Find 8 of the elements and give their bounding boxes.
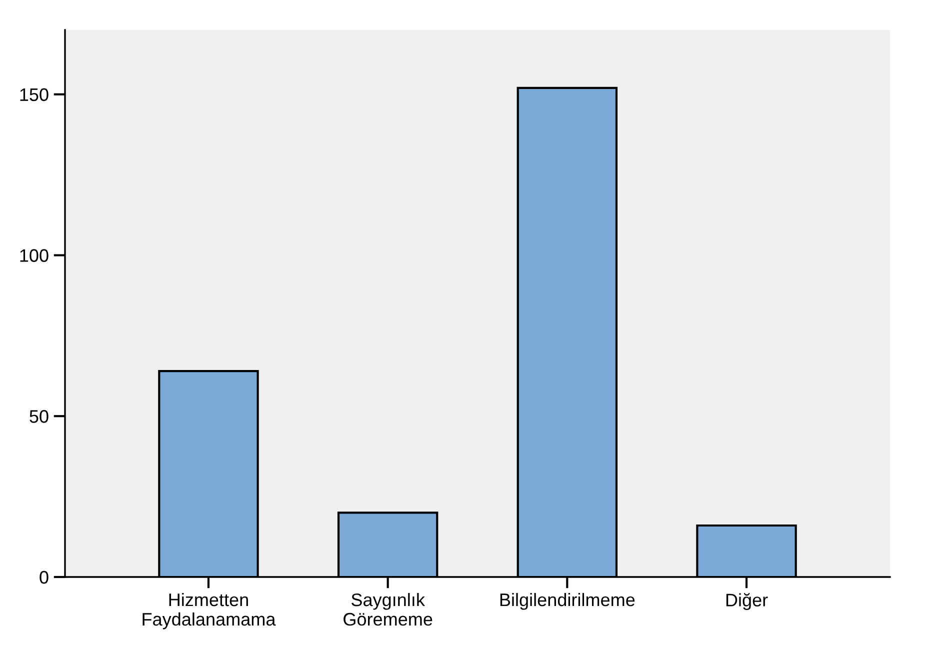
y-tick-label: 0 (40, 570, 48, 584)
y-tick-label: 100 (20, 249, 48, 262)
x-tick-label: Saygınlık Görememe (344, 592, 432, 626)
x-tick-label: Diğer (726, 592, 768, 610)
y-tick-label: 150 (20, 88, 48, 102)
y-tick-label: 50 (30, 410, 48, 423)
x-tick-label: Bilgilendirilmeme (500, 592, 635, 610)
x-tick-label: Hizmetten Faydalanamama (142, 592, 276, 630)
